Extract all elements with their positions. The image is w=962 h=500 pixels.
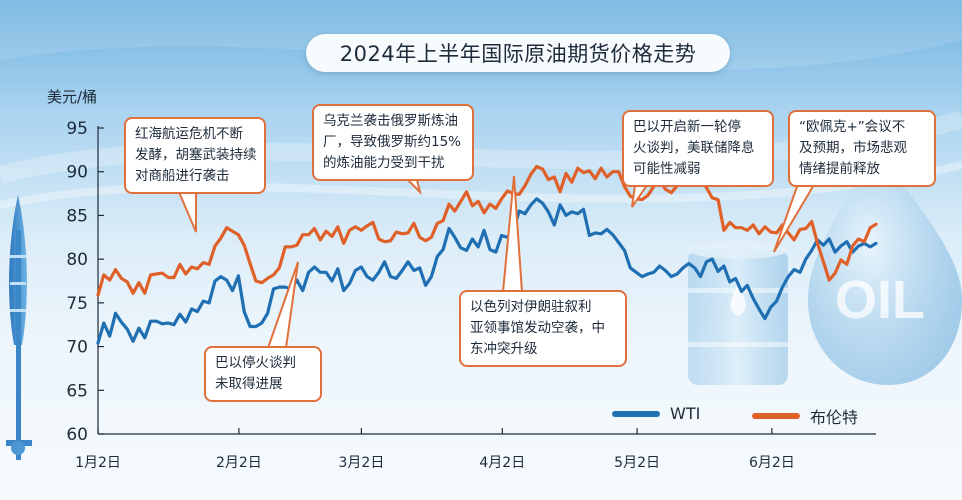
- legend-label-wti: WTI: [670, 404, 701, 423]
- legend-item-wti: WTI: [612, 404, 700, 423]
- annotation-line: 亚领事馆发动空袭，中: [470, 320, 605, 336]
- annotation-ukraine-refinery: 乌克兰袭击俄罗斯炼油 厂，导致俄罗斯约15% 的炼油能力受到干扰: [312, 104, 474, 181]
- y-tick-label: 70: [66, 338, 88, 358]
- y-tick-label: 75: [66, 294, 88, 314]
- annotation-line: “欧佩克+”会议不: [799, 119, 906, 135]
- annotation-line: 红海航运危机不断: [135, 126, 243, 142]
- annotation-line: 乌克兰袭击俄罗斯炼油: [323, 113, 458, 129]
- annotation-line: 巴以开启新一轮停: [633, 119, 741, 135]
- series-line-wti: [96, 197, 878, 345]
- annotation-line: 东冲突升级: [470, 341, 538, 357]
- annotation-israel-iran: 以色列对伊朗驻叙利 亚领事馆发动空袭，中 东冲突升级: [459, 290, 627, 367]
- leader-opec: [773, 177, 820, 253]
- annotation-line: 厂，导致俄罗斯约15%: [323, 134, 462, 150]
- series-lines: [96, 164, 878, 345]
- series-line-brent: [96, 164, 878, 297]
- x-tick-label: 5月2日: [614, 455, 660, 471]
- x-tick-label: 3月2日: [339, 455, 385, 471]
- annotation-line: 火谈判，美联储降息: [633, 140, 755, 156]
- chart-title: 2024年上半年国际原油期货价格走势: [306, 34, 730, 72]
- annotation-line: 巴以停火谈判: [215, 355, 296, 371]
- annotation-line: 可能性减弱: [633, 161, 701, 177]
- svg-text:OIL: OIL: [835, 270, 925, 330]
- y-tick-label: 85: [66, 206, 88, 226]
- oil-drop-icon: OIL: [808, 150, 962, 385]
- y-tick-label: 80: [66, 250, 88, 270]
- annotation-opec: “欧佩克+”会议不 及预期，市场悲观 情绪提前释放: [788, 110, 936, 187]
- x-tick-label: 6月2日: [749, 455, 795, 471]
- callout-leaders: [174, 167, 820, 349]
- x-tick-label: 2月2日: [216, 455, 262, 471]
- legend-item-brent: 布伦特: [752, 404, 858, 428]
- annotation-line: 情绪提前释放: [799, 161, 880, 177]
- annotation-line: 未取得进展: [215, 376, 283, 392]
- annotation-line: 对商船进行袭击: [135, 168, 230, 184]
- y-tick-label: 65: [66, 381, 88, 401]
- axes: 60 65 70 75 80 85 90 95 1月2日 2月2日 3月2日 4月2日 5月2日 6月2日: [66, 119, 876, 471]
- y-tick-label: 60: [66, 425, 88, 445]
- y-tick-label: 95: [66, 119, 88, 139]
- y-axis-label: 美元/桶: [47, 88, 98, 106]
- legend-label-brent: 布伦特: [810, 408, 859, 427]
- oil-rig-icon: [6, 195, 32, 460]
- legend-swatch-wti: [612, 410, 660, 417]
- oil-barrel-icon: [688, 241, 788, 385]
- annotation-line: 发酵，胡塞武装持续: [135, 147, 257, 163]
- annotation-ceasefire-stalled: 巴以停火谈判 未取得进展: [204, 346, 322, 402]
- legend-swatch-brent: [752, 413, 800, 419]
- annotation-ceasefire-fed: 巴以开启新一轮停 火谈判，美联储降息 可能性减弱: [622, 110, 774, 187]
- x-tick-label: 1月2日: [75, 455, 121, 471]
- annotation-line: 以色列对伊朗驻叙利: [470, 299, 592, 315]
- x-tick-label: 4月2日: [479, 455, 525, 471]
- annotation-red-sea: 红海航运危机不断 发酵，胡塞武装持续 对商船进行袭击: [124, 117, 266, 194]
- annotation-line: 的炼油能力受到干扰: [323, 155, 445, 171]
- y-tick-label: 90: [66, 163, 88, 183]
- annotation-line: 及预期，市场悲观: [799, 140, 907, 156]
